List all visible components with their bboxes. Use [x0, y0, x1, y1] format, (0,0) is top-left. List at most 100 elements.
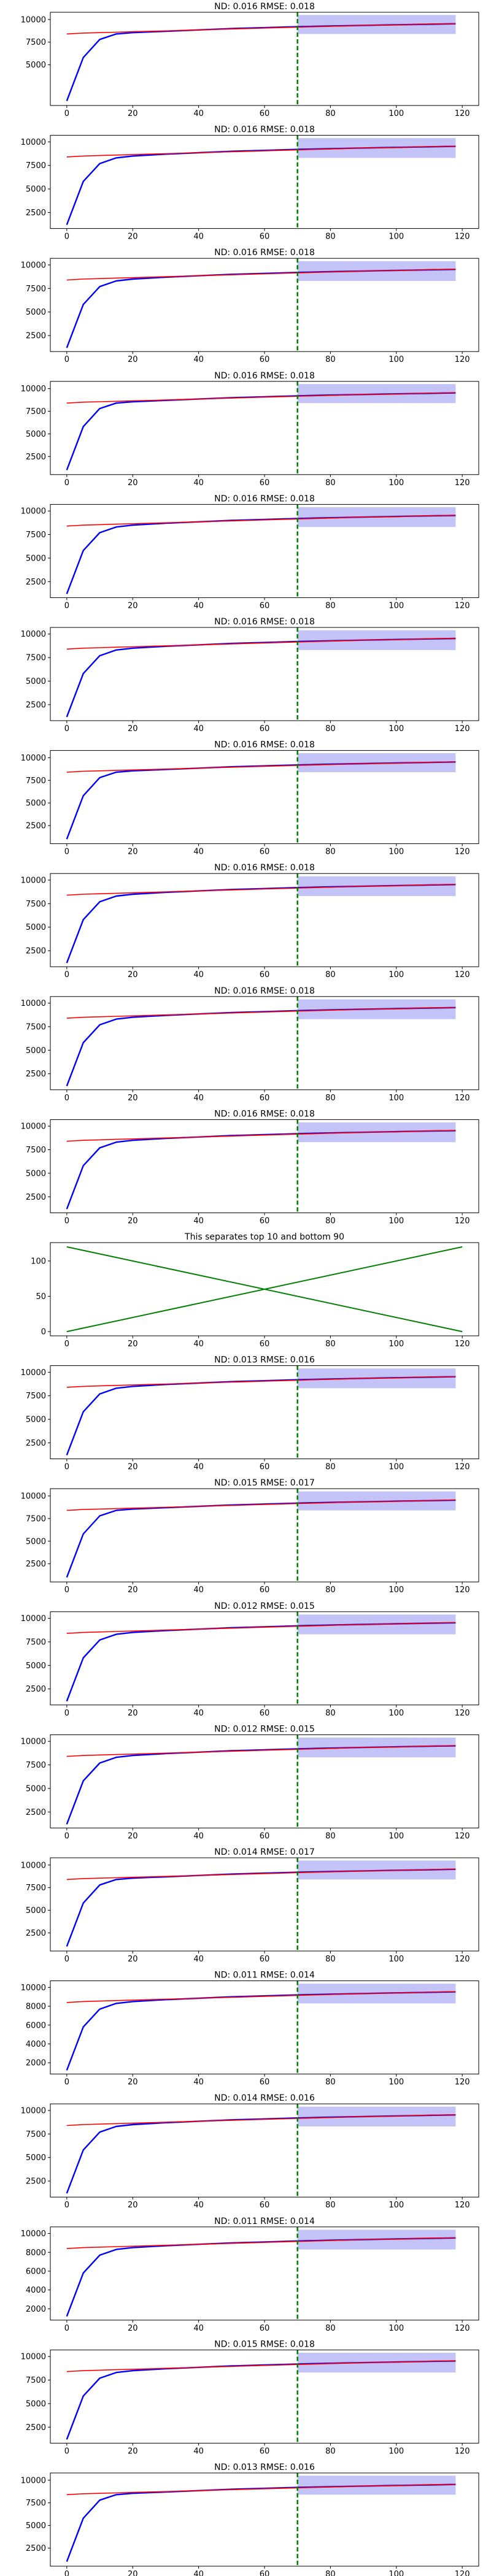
x-tick-label: 20 — [128, 232, 138, 242]
forecast-line — [66, 1376, 456, 1455]
x-tick-label: 120 — [455, 109, 470, 118]
x-tick-label: 20 — [128, 1955, 138, 1964]
subplot-title: ND: 0.014 RMSE: 0.016 — [214, 2093, 315, 2103]
y-tick-label: 10000 — [21, 1122, 46, 1132]
y-tick-label: 6000 — [26, 2267, 46, 2276]
y-tick-label: 10000 — [21, 1492, 46, 1501]
x-tick-label: 100 — [389, 601, 404, 610]
y-tick-label: 5000 — [26, 430, 46, 439]
forecast-line — [66, 1991, 456, 2071]
x-tick-label: 20 — [128, 1831, 138, 1841]
actual-line — [66, 1006, 456, 1019]
y-tick-label: 5000 — [26, 1169, 46, 1178]
x-tick-label: 20 — [128, 2324, 138, 2333]
subplot-title: ND: 0.016 RMSE: 0.018 — [214, 371, 315, 381]
x-tick-label: 100 — [389, 2078, 404, 2087]
x-tick-label: 120 — [455, 724, 470, 734]
x-tick-label: 0 — [64, 2447, 69, 2456]
forecast-line — [66, 1622, 456, 1702]
x-tick-label: 80 — [325, 1955, 336, 1964]
x-tick-label: 0 — [64, 1831, 69, 1841]
forecast-line — [66, 145, 456, 225]
y-tick-label: 5000 — [26, 2153, 46, 2163]
subplot-title: ND: 0.011 RMSE: 0.014 — [214, 1971, 315, 1980]
x-tick-label: 40 — [193, 724, 204, 734]
x-tick-label: 0 — [64, 2201, 69, 2210]
x-tick-label: 40 — [193, 1831, 204, 1841]
x-tick-label: 60 — [260, 601, 270, 610]
x-tick-label: 60 — [260, 1216, 270, 1225]
subplot-1: ND: 0.016 RMSE: 0.018 0 20 40 60 80 100 120 5000… — [21, 2, 479, 118]
x-tick-label: 20 — [128, 2201, 138, 2210]
y-tick-label: 2500 — [26, 700, 46, 710]
x-tick-label: 100 — [389, 1955, 404, 1964]
y-tick-label: 2500 — [26, 1439, 46, 1448]
x-tick-label: 40 — [193, 1463, 204, 1472]
subplot-18: ND: 0.014 RMSE: 0.016 0 20 40 60 80 100 120 2500… — [21, 2093, 479, 2210]
subplot-title: This separates top 10 and bottom 90 — [184, 1232, 344, 1242]
y-tick-label: 2000 — [26, 2059, 46, 2068]
subplot-title: ND: 0.016 RMSE: 0.018 — [214, 1109, 315, 1119]
y-tick-label: 2500 — [26, 1560, 46, 1569]
x-tick-label: 20 — [128, 2447, 138, 2456]
y-tick-label: 10000 — [21, 15, 46, 25]
subplot-11: This separates top 10 and bottom 90 0 20 40… — [31, 1232, 479, 1349]
x-tick-label: 120 — [455, 1094, 470, 1103]
actual-line — [66, 1991, 456, 2003]
y-tick-label: 5000 — [26, 554, 46, 563]
x-tick-label: 120 — [455, 848, 470, 857]
y-tick-label: 10000 — [21, 999, 46, 1008]
x-tick-label: 100 — [389, 1463, 404, 1472]
x-tick-label: 0 — [64, 848, 69, 857]
x-tick-label: 100 — [389, 724, 404, 734]
x-tick-label: 40 — [193, 355, 204, 364]
x-tick-label: 0 — [64, 1585, 69, 1595]
subplot-title: ND: 0.016 RMSE: 0.018 — [214, 125, 315, 135]
subplot-14: ND: 0.012 RMSE: 0.015 0 20 40 60 80 100 120 2500… — [21, 1601, 479, 1718]
x-tick-label: 80 — [325, 2570, 336, 2576]
x-tick-label: 0 — [64, 1340, 69, 1349]
x-tick-label: 0 — [64, 1216, 69, 1225]
x-tick-label: 20 — [128, 1340, 138, 1349]
forecast-line — [66, 23, 456, 102]
x-tick-label: 40 — [193, 1094, 204, 1103]
x-tick-label: 40 — [193, 601, 204, 610]
x-tick-label: 60 — [260, 1463, 270, 1472]
x-tick-label: 120 — [455, 970, 470, 979]
x-tick-label: 0 — [64, 601, 69, 610]
y-tick-label: 10000 — [21, 2476, 46, 2485]
y-tick-label: 0 — [41, 1328, 46, 1337]
subplot-title: ND: 0.016 RMSE: 0.018 — [214, 494, 315, 504]
y-tick-label: 5000 — [26, 1537, 46, 1546]
x-tick-label: 80 — [325, 2201, 336, 2210]
x-tick-label: 40 — [193, 970, 204, 979]
x-tick-label: 60 — [260, 2324, 270, 2333]
x-tick-label: 60 — [260, 724, 270, 734]
x-tick-label: 20 — [128, 478, 138, 488]
x-tick-label: 100 — [389, 970, 404, 979]
subplot-16: ND: 0.014 RMSE: 0.017 0 20 40 60 80 100 120 2500… — [21, 1847, 479, 1964]
y-tick-label: 10000 — [21, 2353, 46, 2362]
actual-line — [66, 1622, 456, 1634]
y-tick-label: 2500 — [26, 1929, 46, 1938]
y-tick-label: 10000 — [21, 754, 46, 763]
y-tick-label: 10000 — [21, 507, 46, 516]
x-tick-label: 80 — [325, 970, 336, 979]
y-tick-label: 5000 — [26, 1784, 46, 1793]
y-tick-label: 2500 — [26, 2544, 46, 2553]
x-tick-label: 0 — [64, 109, 69, 118]
x-tick-label: 120 — [455, 232, 470, 242]
subplot-7: ND: 0.016 RMSE: 0.018 0 20 40 60 80 100 120 2500… — [21, 740, 479, 857]
subplot-title: ND: 0.016 RMSE: 0.018 — [214, 2, 315, 12]
x-tick-label: 20 — [128, 1585, 138, 1595]
x-tick-label: 120 — [455, 2324, 470, 2333]
x-tick-label: 80 — [325, 109, 336, 118]
x-tick-label: 120 — [455, 601, 470, 610]
x-tick-label: 20 — [128, 2570, 138, 2576]
x-tick-label: 20 — [128, 601, 138, 610]
x-tick-label: 80 — [325, 478, 336, 488]
x-tick-label: 20 — [128, 355, 138, 364]
x-tick-label: 0 — [64, 724, 69, 734]
x-tick-label: 0 — [64, 1709, 69, 1718]
x-tick-label: 0 — [64, 2078, 69, 2087]
